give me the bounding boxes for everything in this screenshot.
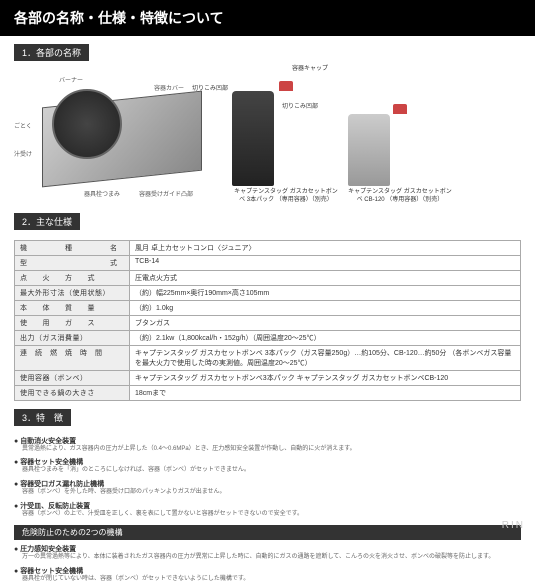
canister-main: 容器キャップ 切りこみ凹部 キャプテンスタッグ ガスカセットボンベ 3本パック … (232, 81, 340, 205)
spec-key: 使 用 ガ ス (15, 315, 130, 330)
spec-value: 圧電点火方式 (130, 270, 521, 285)
feature-item: 容器セット安全機構器具栓が閉じていない時は、容器（ボンベ）がセットできないように… (14, 566, 521, 583)
feature-item: 容器受口ガス漏れ防止機構容器（ボンベ）を外した時、容器受け口部のパッキンよりガス… (14, 479, 521, 497)
can-cap-icon (279, 81, 293, 91)
table-row: 機 種 名風月 卓上カセットコンロ〈ジュニア〉 (15, 240, 521, 255)
feature-desc: 異常過熱により、ガス容器内の圧力が上昇した（0.4～0.6MPa）とき、圧力感知… (22, 446, 521, 454)
table-row: 使 用 ガ スブタンガス (15, 315, 521, 330)
table-row: 使用できる鍋の大きさ18cmまで (15, 385, 521, 400)
feature-desc: 器具栓が閉じていない時は、容器（ボンベ）がセットできないようにした機構です。 (22, 576, 521, 583)
can-main-caption: キャプテンスタッグ ガスカセットボンベ 3本パック （専用容器）（別売） (232, 189, 340, 205)
spec-key: 本 体 質 量 (15, 300, 130, 315)
spec-value: キャプテンスタッグ ガスカセットボンベ3本パック キャプテンスタッグ ガスカセッ… (130, 370, 521, 385)
spec-value: キャプテンスタッグ ガスカセットボンベ 3本パック（ガス容量250g）…約105… (130, 345, 521, 370)
danger-label: 危険防止のための2つの機構 (14, 525, 521, 540)
table-row: 本 体 質 量（約）1.0kg (15, 300, 521, 315)
content-area: 1．各部の名称 ごとく バーナー 汁受け 容器カバー 器具栓つまみ 容器受けガイ… (0, 36, 535, 583)
section-1-label: 1．各部の名称 (14, 44, 89, 61)
spec-value: （約）2.1kw（1,800kcal/h・152g/h）（周囲温度20～25℃） (130, 330, 521, 345)
spec-key: 使用できる鍋の大きさ (15, 385, 130, 400)
spec-key: 出力（ガス消費量） (15, 330, 130, 345)
spec-key: 機 種 名 (15, 240, 130, 255)
label-notch1: 切りこみ凹部 (192, 83, 228, 92)
label-knob: 器具栓つまみ (84, 189, 120, 198)
label-cap: 容器キャップ (292, 63, 328, 72)
feature-item: 容器セット安全機構器具栓つまみを「消」のところにしなければ、容器（ボンベ）がセッ… (14, 457, 521, 475)
parts-row: ごとく バーナー 汁受け 容器カバー 器具栓つまみ 容器受けガイド凸部 容器キャ… (14, 71, 521, 205)
feature-desc: 容器（ボンベ）の上で、汁受皿を正しく、裏を表にして置かないと容器がセットできない… (22, 511, 521, 519)
feature-title: 容器セット安全機構 (14, 457, 521, 467)
stove-grill-shape (52, 89, 122, 159)
spec-value: ブタンガス (130, 315, 521, 330)
spec-key: 最大外形寸法（使用状態） (15, 285, 130, 300)
table-row: 点 火 方 式圧電点火方式 (15, 270, 521, 285)
danger-list: 圧力感知安全装置万一の異常過熱等により、本体に装着されたガス容器内の圧力が異常に… (14, 544, 521, 583)
feature-item: 自動消火安全装置異常過熱により、ガス容器内の圧力が上昇した（0.4～0.6MPa… (14, 436, 521, 454)
label-notch2: 切りこみ凹部 (282, 101, 318, 110)
feature-title: 圧力感知安全装置 (14, 544, 521, 554)
label-guide: 容器受けガイド凸部 (139, 189, 193, 198)
watermark: RIN (502, 520, 525, 531)
section-3-label: 3．特 徴 (14, 409, 71, 426)
spec-value: TCB-14 (130, 255, 521, 270)
feature-title: 汁受皿、反転防止装置 (14, 501, 521, 511)
label-cover: 容器カバー (154, 83, 184, 92)
canister-group: 容器キャップ 切りこみ凹部 キャプテンスタッグ ガスカセットボンベ 3本パック … (232, 71, 452, 205)
table-row: 型 式TCB-14 (15, 255, 521, 270)
label-gotoku: ごとく (14, 121, 32, 130)
feature-desc: 器具栓つまみを「消」のところにしなければ、容器（ボンベ）がセットできません。 (22, 467, 521, 475)
label-juice: 汁受け (14, 149, 32, 158)
spec-value: 18cmまで (130, 385, 521, 400)
can-cap-icon (393, 104, 407, 114)
feature-item: 汁受皿、反転防止装置容器（ボンベ）の上で、汁受皿を正しく、裏を表にして置かないと… (14, 501, 521, 519)
spec-value: （約）1.0kg (130, 300, 521, 315)
table-row: 連 続 燃 焼 時 間キャプテンスタッグ ガスカセットボンベ 3本パック（ガス容… (15, 345, 521, 370)
feature-desc: 容器（ボンベ）を外した時、容器受け口部のパッキンよりガスが出ません。 (22, 489, 521, 497)
feature-title: 容器セット安全機構 (14, 566, 521, 576)
spec-value: （約）幅225mm×奥行190mm×高さ105mm (130, 285, 521, 300)
label-burner: バーナー (59, 75, 83, 84)
page-title: 各部の名称・仕様・特徴について (0, 0, 535, 36)
spec-key: 型 式 (15, 255, 130, 270)
spec-key: 使用容器（ボンベ） (15, 370, 130, 385)
spec-table: 機 種 名風月 卓上カセットコンロ〈ジュニア〉型 式TCB-14点 火 方 式圧… (14, 240, 521, 401)
can-sub-caption: キャプテンスタッグ ガスカセットボンベ CB-120 （専用容器）（別売） (348, 189, 452, 205)
can-body-main (232, 91, 274, 186)
section-2-label: 2．主な仕様 (14, 213, 80, 230)
table-row: 最大外形寸法（使用状態）（約）幅225mm×奥行190mm×高さ105mm (15, 285, 521, 300)
can-body-sub (348, 114, 390, 186)
feature-title: 自動消火安全装置 (14, 436, 521, 446)
feature-title: 容器受口ガス漏れ防止機構 (14, 479, 521, 489)
canister-sub: 切りこみ凹部 キャプテンスタッグ ガスカセットボンベ CB-120 （専用容器）… (348, 104, 452, 205)
feature-desc: 万一の異常過熱等により、本体に装着されたガス容器内の圧力が異常に上昇した時に、自… (22, 554, 521, 562)
spec-value: 風月 卓上カセットコンロ〈ジュニア〉 (130, 240, 521, 255)
table-row: 使用容器（ボンベ）キャプテンスタッグ ガスカセットボンベ3本パック キャプテンス… (15, 370, 521, 385)
feature-item: 圧力感知安全装置万一の異常過熱等により、本体に装着されたガス容器内の圧力が異常に… (14, 544, 521, 562)
features-list: 自動消火安全装置異常過熱により、ガス容器内の圧力が上昇した（0.4～0.6MPa… (14, 436, 521, 519)
spec-key: 点 火 方 式 (15, 270, 130, 285)
table-row: 出力（ガス消費量）（約）2.1kw（1,800kcal/h・152g/h）（周囲… (15, 330, 521, 345)
spec-key: 連 続 燃 焼 時 間 (15, 345, 130, 370)
